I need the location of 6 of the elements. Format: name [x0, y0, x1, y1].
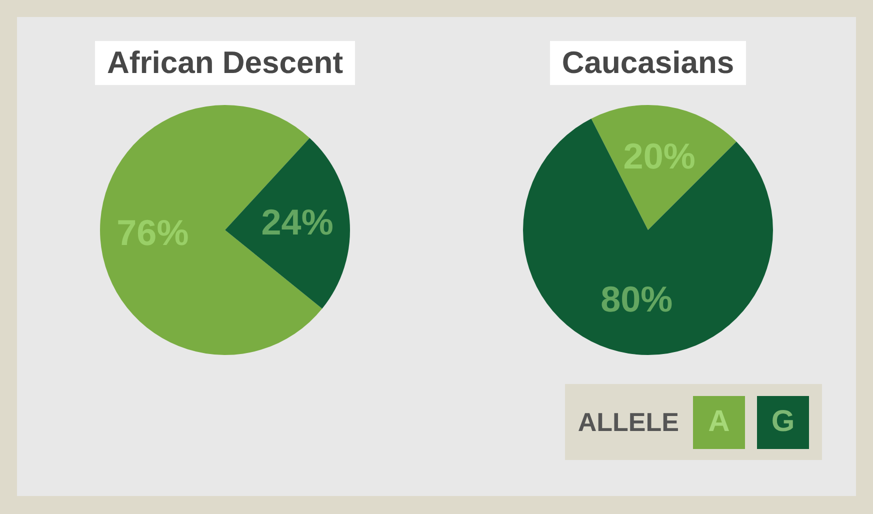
legend-title: ALLELE [578, 406, 679, 438]
chart-title: Caucasians [550, 41, 746, 85]
data-label: 80% [600, 278, 673, 320]
chart-title: African Descent [94, 41, 356, 85]
data-label: 24% [261, 202, 334, 243]
legend-label: G [771, 396, 809, 448]
